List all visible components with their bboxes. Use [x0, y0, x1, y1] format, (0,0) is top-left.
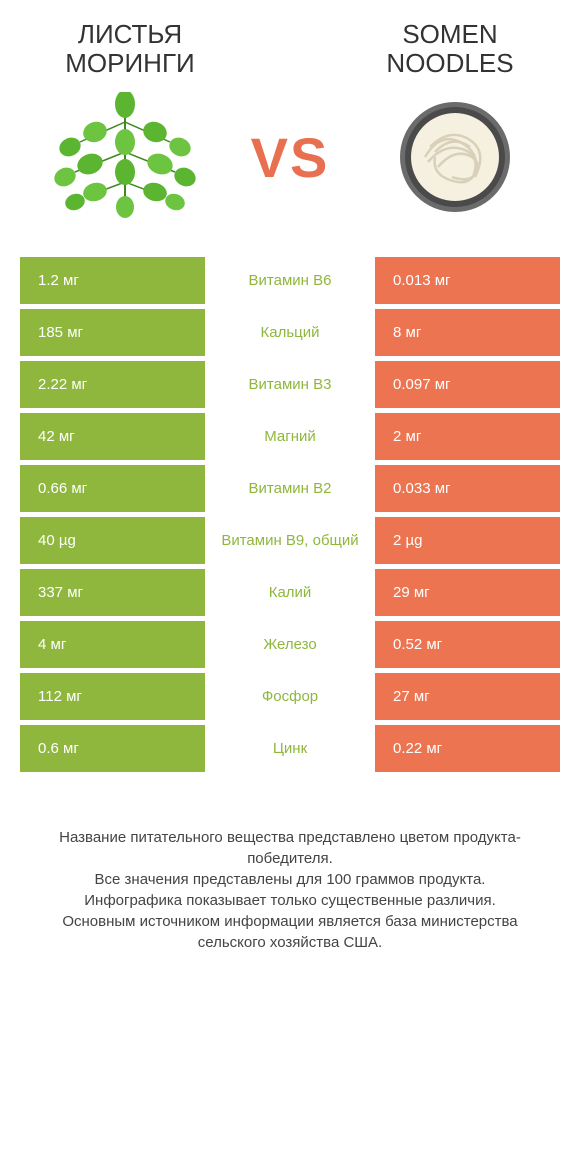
left-value: 42 мг: [20, 413, 205, 460]
vs-label: VS: [251, 125, 330, 190]
moringa-leaves-icon: [40, 92, 210, 222]
nutrient-name: Витамин B6: [205, 257, 375, 304]
nutrient-name: Калий: [205, 569, 375, 616]
left-value: 2.22 мг: [20, 361, 205, 408]
right-value: 27 мг: [375, 673, 560, 720]
images-row: VS: [0, 87, 580, 257]
nutrient-row: 337 мгКалий29 мг: [20, 569, 560, 616]
right-image: [370, 87, 540, 227]
nutrient-row: 112 мгФосфор27 мг: [20, 673, 560, 720]
left-value: 337 мг: [20, 569, 205, 616]
left-value: 1.2 мг: [20, 257, 205, 304]
left-value: 0.66 мг: [20, 465, 205, 512]
nutrient-name: Витамин B3: [205, 361, 375, 408]
nutrient-row: 4 мгЖелезо0.52 мг: [20, 621, 560, 668]
right-value: 8 мг: [375, 309, 560, 356]
nutrient-name: Витамин B9, общий: [205, 517, 375, 564]
nutrient-row: 42 мгМагний2 мг: [20, 413, 560, 460]
nutrient-name: Витамин B2: [205, 465, 375, 512]
footer-line: Все значения представлены для 100 граммо…: [30, 869, 550, 890]
nutrient-row: 1.2 мгВитамин B60.013 мг: [20, 257, 560, 304]
footer-line: Инфографика показывает только существенн…: [30, 890, 550, 911]
nutrient-name: Фосфор: [205, 673, 375, 720]
footer-line: Основным источником информации является …: [30, 911, 550, 953]
left-value: 185 мг: [20, 309, 205, 356]
nutrient-row: 0.6 мгЦинк0.22 мг: [20, 725, 560, 772]
nutrient-name: Магний: [205, 413, 375, 460]
header: Листья моринги Somen noodles: [0, 0, 580, 87]
nutrient-name: Цинк: [205, 725, 375, 772]
nutrient-row: 40 µgВитамин B9, общий2 µg: [20, 517, 560, 564]
right-value: 2 µg: [375, 517, 560, 564]
noodle-bowl-icon: [390, 92, 520, 222]
infographic-container: Листья моринги Somen noodles: [0, 0, 580, 983]
left-value: 40 µg: [20, 517, 205, 564]
nutrient-name: Железо: [205, 621, 375, 668]
left-title: Листья моринги: [30, 20, 230, 77]
right-value: 0.22 мг: [375, 725, 560, 772]
right-value: 29 мг: [375, 569, 560, 616]
footer-line: Название питательного вещества представл…: [30, 827, 550, 869]
footer-notes: Название питательного вещества представл…: [0, 777, 580, 983]
right-value: 2 мг: [375, 413, 560, 460]
right-value: 0.097 мг: [375, 361, 560, 408]
nutrient-row: 185 мгКальций8 мг: [20, 309, 560, 356]
right-value: 0.033 мг: [375, 465, 560, 512]
left-value: 4 мг: [20, 621, 205, 668]
nutrient-row: 2.22 мгВитамин B30.097 мг: [20, 361, 560, 408]
nutrient-row: 0.66 мгВитамин B20.033 мг: [20, 465, 560, 512]
right-value: 0.013 мг: [375, 257, 560, 304]
left-value: 112 мг: [20, 673, 205, 720]
left-image: [40, 87, 210, 227]
right-title: Somen noodles: [350, 20, 550, 77]
nutrient-name: Кальций: [205, 309, 375, 356]
left-value: 0.6 мг: [20, 725, 205, 772]
right-value: 0.52 мг: [375, 621, 560, 668]
nutrient-table: 1.2 мгВитамин B60.013 мг 185 мгКальций8 м…: [0, 257, 580, 772]
